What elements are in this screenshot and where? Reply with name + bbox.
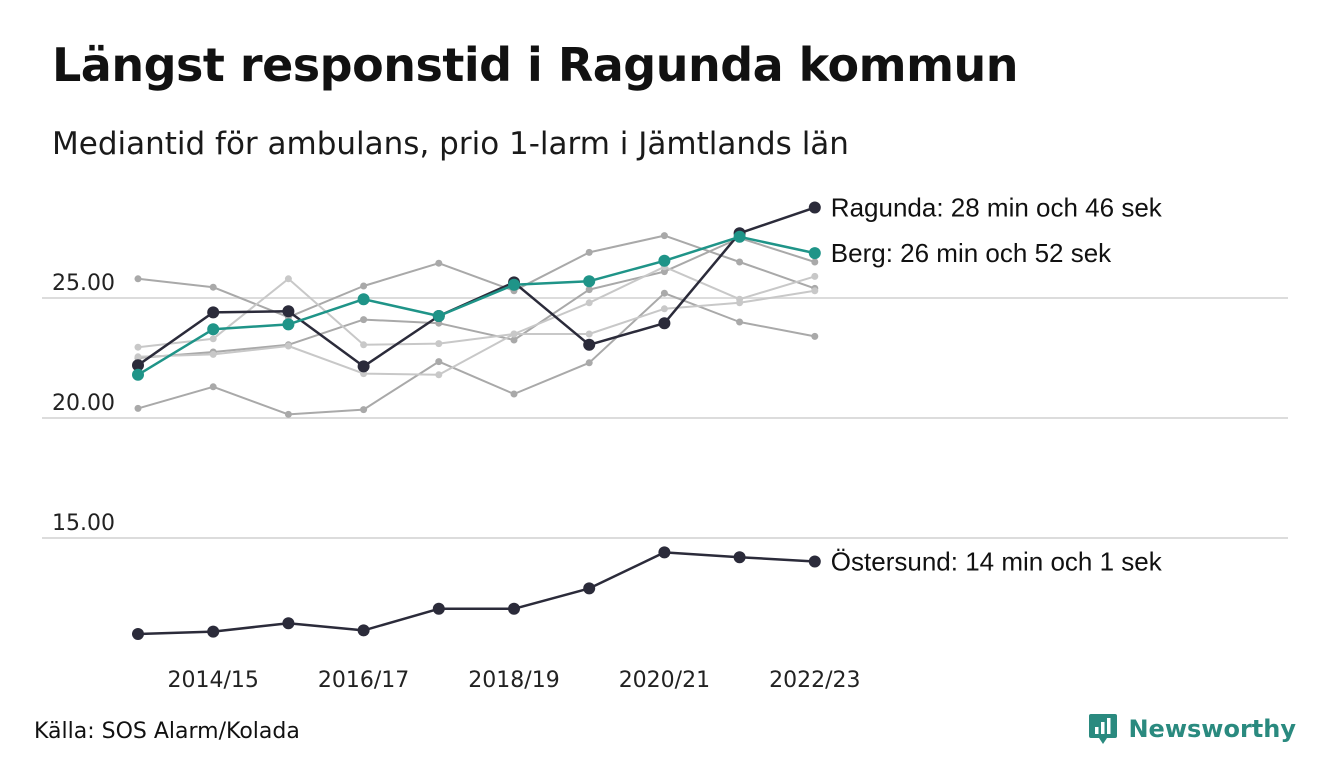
data-point xyxy=(134,343,142,351)
data-point xyxy=(660,232,668,240)
y-tick-label: 20.00 xyxy=(52,391,115,416)
data-point xyxy=(435,358,443,366)
data-point xyxy=(583,275,596,288)
series-end-label: Östersund: 14 min och 1 sek xyxy=(831,547,1163,577)
series-line xyxy=(136,235,817,377)
series-end-label: Ragunda: 28 min och 46 sek xyxy=(831,193,1163,223)
series-line xyxy=(137,237,816,359)
data-point xyxy=(658,546,671,559)
data-point xyxy=(736,258,744,266)
data-point xyxy=(585,299,593,307)
data-point xyxy=(207,306,220,319)
source-note: Källa: SOS Alarm/Kolada xyxy=(34,719,300,744)
x-tick-label: 2022/23 xyxy=(769,668,860,693)
data-point xyxy=(209,283,217,291)
data-point xyxy=(432,310,445,322)
data-point xyxy=(132,368,144,381)
data-point xyxy=(510,336,518,344)
data-point xyxy=(658,254,671,267)
series-line xyxy=(136,551,817,636)
data-point xyxy=(808,247,821,260)
x-axis: 2014/15 2016/17 2018/19 2020/21 2022/23 xyxy=(167,668,860,693)
highlight-series-line xyxy=(132,201,821,373)
highlight-series-line xyxy=(132,546,821,640)
data-point xyxy=(736,299,744,307)
x-tick-label: 2020/21 xyxy=(619,668,710,693)
data-point xyxy=(660,305,668,313)
data-point xyxy=(134,275,142,283)
highlight-series-line xyxy=(132,230,821,381)
brand[interactable]: Newsworthy xyxy=(1088,712,1296,746)
data-point xyxy=(209,350,217,358)
data-point xyxy=(209,335,217,343)
data-point xyxy=(585,359,593,367)
data-point xyxy=(811,258,819,266)
data-point xyxy=(282,617,295,630)
x-tick-label: 2014/15 xyxy=(167,668,258,693)
data-point xyxy=(134,353,142,361)
data-point xyxy=(733,551,746,564)
data-point xyxy=(660,289,668,297)
data-point xyxy=(811,272,819,280)
data-point xyxy=(811,332,819,340)
y-tick-label: 15.00 xyxy=(52,511,115,536)
data-point xyxy=(660,268,668,276)
data-point xyxy=(585,330,593,338)
data-point xyxy=(357,624,370,637)
data-point xyxy=(357,293,370,306)
data-point xyxy=(360,282,368,290)
data-point xyxy=(360,406,368,414)
data-point xyxy=(435,371,443,379)
data-point xyxy=(510,390,518,398)
data-point xyxy=(435,259,443,267)
data-point xyxy=(209,383,217,391)
series-labels: Ragunda: 28 min och 46 sek Berg: 26 min o… xyxy=(831,193,1163,577)
data-point xyxy=(132,359,144,372)
background-series-line xyxy=(134,289,819,418)
data-point xyxy=(282,305,295,318)
y-tick-label: 25.00 xyxy=(52,271,115,296)
data-point xyxy=(733,230,746,243)
data-point xyxy=(808,555,821,568)
series-line xyxy=(137,289,816,376)
data-point xyxy=(432,602,445,615)
grid-lines xyxy=(42,297,1288,539)
data-point xyxy=(508,602,520,615)
chart-subtitle: Mediantid för ambulans, prio 1-larm i Jä… xyxy=(52,126,849,162)
data-point xyxy=(360,341,368,349)
data-point xyxy=(585,286,593,294)
highlight-series xyxy=(132,201,821,640)
data-point xyxy=(808,201,821,214)
x-tick-label: 2016/17 xyxy=(318,668,409,693)
chart-title: Längst responstid i Ragunda kommun xyxy=(52,38,1019,92)
data-point xyxy=(132,628,144,640)
series-line xyxy=(137,265,816,349)
data-point xyxy=(360,316,368,324)
x-tick-label: 2018/19 xyxy=(468,668,559,693)
data-point xyxy=(583,582,596,595)
series-line xyxy=(137,292,816,416)
series-end-label: Berg: 26 min och 52 sek xyxy=(831,238,1112,268)
data-point xyxy=(284,275,292,283)
data-point xyxy=(207,323,220,336)
brand-name: Newsworthy xyxy=(1128,715,1296,743)
data-point xyxy=(435,340,443,348)
data-point xyxy=(282,318,295,331)
data-point xyxy=(658,317,671,330)
y-axis: 15.00 20.00 25.00 xyxy=(52,271,115,536)
data-point xyxy=(585,248,593,256)
data-point xyxy=(736,318,744,326)
data-point xyxy=(207,625,220,638)
newsworthy-logo-icon xyxy=(1089,714,1118,744)
data-point xyxy=(583,338,596,351)
data-point xyxy=(134,404,142,412)
data-point xyxy=(284,342,292,350)
data-point xyxy=(508,278,520,291)
data-point xyxy=(357,360,370,373)
background-series-line xyxy=(134,287,819,379)
data-point xyxy=(811,287,819,295)
data-point xyxy=(284,410,292,418)
data-point xyxy=(510,330,518,338)
